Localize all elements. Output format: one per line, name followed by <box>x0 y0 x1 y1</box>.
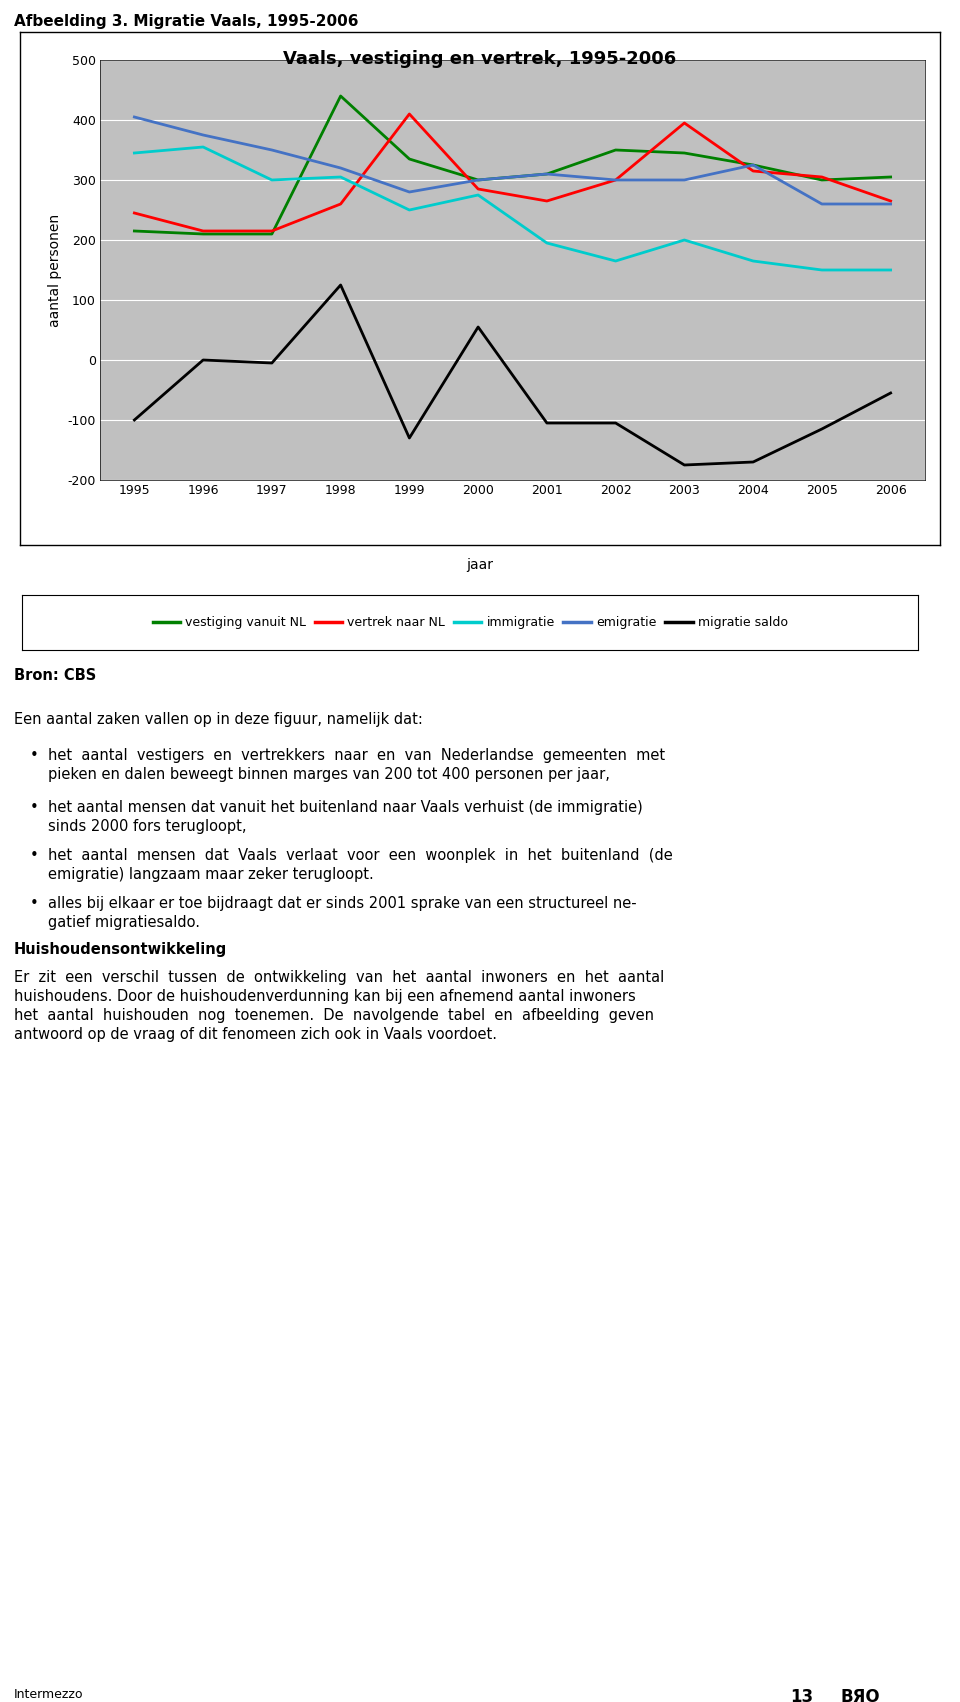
Text: Intermezzo: Intermezzo <box>14 1688 84 1700</box>
Text: BЯO: BЯO <box>840 1688 879 1702</box>
Text: alles bij elkaar er toe bijdraagt dat er sinds 2001 sprake van een structureel n: alles bij elkaar er toe bijdraagt dat er… <box>48 895 636 911</box>
Text: jaar: jaar <box>467 558 493 572</box>
Text: •: • <box>30 800 38 815</box>
Text: Een aantal zaken vallen op in deze figuur, namelijk dat:: Een aantal zaken vallen op in deze figuu… <box>14 711 422 727</box>
Text: huishoudens. Door de huishoudenverdunning kan bij een afnemend aantal inwoners: huishoudens. Door de huishoudenverdunnin… <box>14 989 636 1004</box>
Text: pieken en dalen beweegt binnen marges van 200 tot 400 personen per jaar,: pieken en dalen beweegt binnen marges va… <box>48 768 610 781</box>
Text: Bron: CBS: Bron: CBS <box>14 667 96 683</box>
Legend: vestiging vanuit NL, vertrek naar NL, immigratie, emigratie, migratie saldo: vestiging vanuit NL, vertrek naar NL, im… <box>148 611 793 635</box>
Text: het aantal mensen dat vanuit het buitenland naar Vaals verhuist (de immigratie): het aantal mensen dat vanuit het buitenl… <box>48 800 643 815</box>
Text: Er  zit  een  verschil  tussen  de  ontwikkeling  van  het  aantal  inwoners  en: Er zit een verschil tussen de ontwikkeli… <box>14 970 664 985</box>
Text: 13: 13 <box>790 1688 813 1702</box>
Text: het  aantal  huishouden  nog  toenemen.  De  navolgende  tabel  en  afbeelding  : het aantal huishouden nog toenemen. De n… <box>14 1008 654 1023</box>
Text: •: • <box>30 747 38 762</box>
Y-axis label: aantal personen: aantal personen <box>48 213 61 327</box>
Text: emigratie) langzaam maar zeker terugloopt.: emigratie) langzaam maar zeker terugloop… <box>48 866 373 882</box>
Text: antwoord op de vraag of dit fenomeen zich ook in Vaals voordoet.: antwoord op de vraag of dit fenomeen zic… <box>14 1026 497 1042</box>
Text: het  aantal  mensen  dat  Vaals  verlaat  voor  een  woonplek  in  het  buitenla: het aantal mensen dat Vaals verlaat voor… <box>48 848 673 863</box>
Text: Huishoudensontwikkeling: Huishoudensontwikkeling <box>14 941 228 957</box>
Text: sinds 2000 fors terugloopt,: sinds 2000 fors terugloopt, <box>48 819 247 834</box>
Text: Afbeelding 3. Migratie Vaals, 1995-2006: Afbeelding 3. Migratie Vaals, 1995-2006 <box>14 14 358 29</box>
Text: Vaals, vestiging en vertrek, 1995-2006: Vaals, vestiging en vertrek, 1995-2006 <box>283 49 677 68</box>
Text: gatief migratiesaldo.: gatief migratiesaldo. <box>48 916 200 929</box>
Text: •: • <box>30 848 38 863</box>
Text: •: • <box>30 895 38 911</box>
Text: het  aantal  vestigers  en  vertrekkers  naar  en  van  Nederlandse  gemeenten  : het aantal vestigers en vertrekkers naar… <box>48 747 665 762</box>
